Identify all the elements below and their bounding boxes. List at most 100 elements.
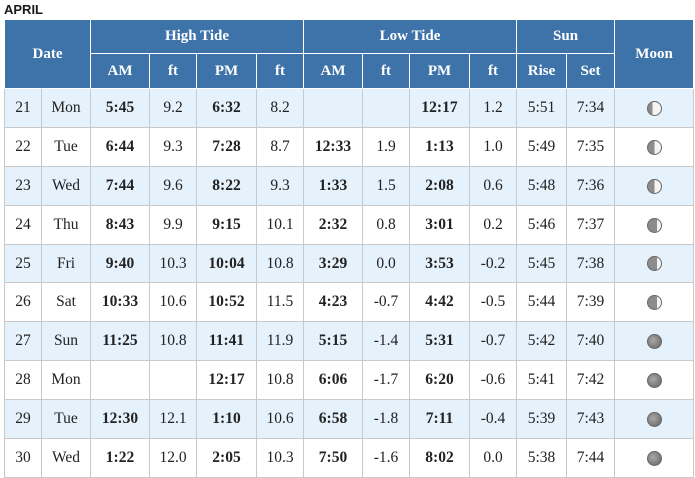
high-am-time-cell: 12:30 [90,399,150,440]
low-pm-time-cell: 6:20 [409,360,470,401]
moon-phase-icon [646,295,662,311]
table-row: 25 Fri 9:40 10.3 10:04 10.8 3:29 0.0 3:53 -0.2 5:4… [4,243,695,284]
low-pm-time-cell: 1:13 [409,126,470,167]
high-pm-time-cell: 8:22 [196,165,257,206]
moon-phase-cell [614,399,695,440]
day-cell: 21 [4,88,42,128]
header-low-tide: Low Tide [302,19,518,54]
moon-phase-cell [614,282,695,323]
low-am-time-cell: 1:33 [303,165,363,206]
high-am-height-cell: 9.2 [149,88,197,128]
header-date: Date [4,19,91,89]
low-am-time-cell: 6:58 [303,399,363,440]
low-am-time-cell: 5:15 [303,321,363,362]
low-am-height-cell: -1.7 [362,360,410,401]
low-am-height-cell: 1.5 [362,165,410,206]
header-sun-rise: Rise [516,53,568,89]
high-am-time-cell: 10:33 [90,282,150,323]
header-high-pm: PM [196,53,257,89]
table-row: 29 Tue 12:30 12.1 1:10 10.6 6:58 -1.8 7:11 -0.4 5:… [4,399,695,440]
low-pm-time-cell: 4:42 [409,282,470,323]
sunrise-cell: 5:39 [516,399,568,440]
high-pm-time-cell: 10:04 [196,243,257,284]
high-am-time-cell: 9:40 [90,243,150,284]
table-row: 21 Mon 5:45 9.2 6:32 8.2 12:17 1.2 5:51 7:34 [4,88,695,128]
low-pm-time-cell: 12:17 [409,88,470,128]
moon-phase-icon [646,100,662,116]
weekday-cell: Wed [41,438,91,478]
low-pm-time-cell: 5:31 [409,321,470,362]
header-sun: Sun [516,19,616,54]
high-am-height-cell: 9.3 [149,126,197,167]
moon-phase-cell [614,438,695,478]
moon-phase-cell [614,321,695,362]
moon-phase-cell [614,88,695,128]
sunset-cell: 7:42 [566,360,616,401]
high-pm-height-cell: 11.9 [256,321,304,362]
sunrise-cell: 5:49 [516,126,568,167]
high-am-time-cell: 11:25 [90,321,150,362]
high-am-time-cell: 5:45 [90,88,150,128]
low-pm-time-cell: 3:01 [409,204,470,245]
sunrise-cell: 5:44 [516,282,568,323]
high-am-height-cell: 12.1 [149,399,197,440]
header-low-pm-ft: ft [468,53,518,89]
high-pm-time-cell: 7:28 [196,126,257,167]
low-pm-height-cell: -0.7 [468,321,518,362]
high-pm-time-cell: 2:05 [196,438,257,478]
day-cell: 22 [4,126,42,167]
low-pm-height-cell: -0.6 [468,360,518,401]
moon-phase-icon [646,373,662,389]
tide-table-body: 21 Mon 5:45 9.2 6:32 8.2 12:17 1.2 5:51 7:34 22 Tue… [4,88,695,478]
low-am-height-cell: -1.6 [362,438,410,478]
sunset-cell: 7:37 [566,204,616,245]
sunset-cell: 7:36 [566,165,616,206]
sunset-cell: 7:39 [566,282,616,323]
moon-phase-cell [614,243,695,284]
moon-phase-icon [646,217,662,233]
header-moon: Moon [614,19,695,89]
low-pm-height-cell: 0.2 [468,204,518,245]
header-high-tide: High Tide [90,19,304,54]
high-am-time-cell [90,360,150,401]
header-low-am: AM [303,53,363,89]
moon-phase-icon [646,334,662,350]
moon-phase-icon [646,256,662,272]
low-pm-time-cell: 7:11 [409,399,470,440]
low-am-time-cell [303,88,363,128]
header-high-pm-ft: ft [256,53,304,89]
sunset-cell: 7:34 [566,88,616,128]
day-cell: 27 [4,321,42,362]
table-row: 30 Wed 1:22 12.0 2:05 10.3 7:50 -1.6 8:02 0.0 5:38… [4,438,695,478]
high-pm-height-cell: 10.1 [256,204,304,245]
weekday-cell: Tue [41,399,91,440]
day-cell: 30 [4,438,42,478]
low-am-time-cell: 6:06 [303,360,363,401]
high-am-height-cell: 10.3 [149,243,197,284]
table-row: 28 Mon 12:17 10.8 6:06 -1.7 6:20 -0.6 5:41 7:42 [4,360,695,401]
high-pm-height-cell: 10.6 [256,399,304,440]
header-low-pm: PM [409,53,470,89]
sunset-cell: 7:43 [566,399,616,440]
sunset-cell: 7:38 [566,243,616,284]
sunrise-cell: 5:46 [516,204,568,245]
high-am-height-cell: 10.8 [149,321,197,362]
high-pm-height-cell: 8.7 [256,126,304,167]
sunset-cell: 7:40 [566,321,616,362]
low-am-time-cell: 4:23 [303,282,363,323]
moon-phase-cell [614,165,695,206]
day-cell: 28 [4,360,42,401]
weekday-cell: Thu [41,204,91,245]
low-pm-time-cell: 3:53 [409,243,470,284]
moon-phase-cell [614,126,695,167]
low-am-time-cell: 7:50 [303,438,363,478]
weekday-cell: Sun [41,321,91,362]
sunrise-cell: 5:48 [516,165,568,206]
month-title: APRIL [4,2,43,17]
low-pm-height-cell: -0.2 [468,243,518,284]
low-am-height-cell: -1.4 [362,321,410,362]
sunrise-cell: 5:38 [516,438,568,478]
low-pm-height-cell: 1.0 [468,126,518,167]
sunrise-cell: 5:42 [516,321,568,362]
low-pm-height-cell: 1.2 [468,88,518,128]
